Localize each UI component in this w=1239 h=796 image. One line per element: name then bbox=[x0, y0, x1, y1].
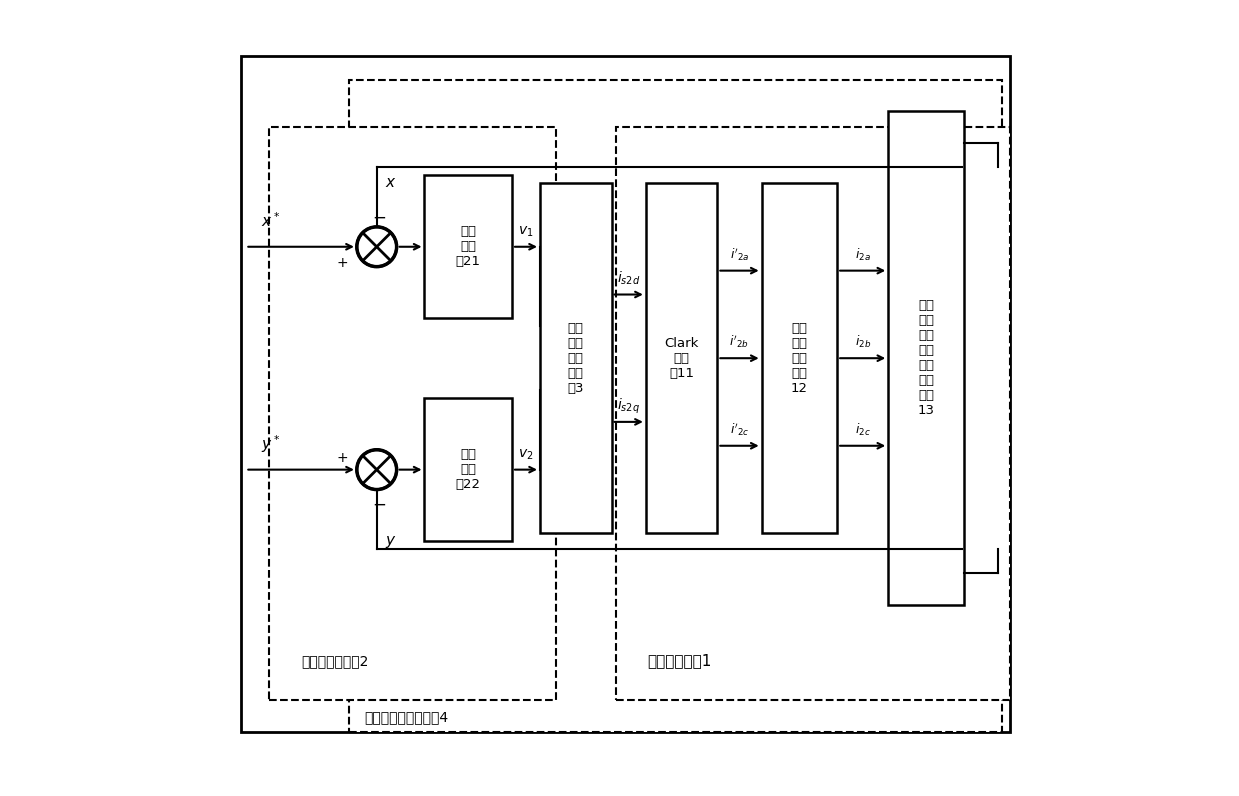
Text: 微分几何解耦控制器4: 微分几何解耦控制器4 bbox=[364, 710, 449, 724]
Bar bbox=[540, 183, 612, 533]
Text: $i'_{2c}$: $i'_{2c}$ bbox=[730, 421, 750, 438]
Bar bbox=[616, 127, 1010, 700]
Text: −: − bbox=[373, 495, 387, 513]
Text: $i_{2a}$: $i_{2a}$ bbox=[855, 247, 871, 263]
Text: +: + bbox=[337, 256, 348, 270]
Text: 线性闭环控制器2: 线性闭环控制器2 bbox=[301, 654, 368, 669]
Text: $y^*$: $y^*$ bbox=[261, 433, 280, 455]
Text: 精确
线性
化解
耦系
统3: 精确 线性 化解 耦系 统3 bbox=[567, 322, 584, 395]
Bar bbox=[646, 183, 717, 533]
Text: +: + bbox=[337, 451, 348, 465]
Text: $y$: $y$ bbox=[384, 534, 396, 550]
Text: $i'_{2b}$: $i'_{2b}$ bbox=[730, 334, 750, 350]
Text: $x^*$: $x^*$ bbox=[261, 211, 280, 230]
Bar bbox=[425, 175, 512, 318]
Text: 复合被控对象1: 复合被控对象1 bbox=[647, 654, 711, 669]
Text: 电流
型跟
踪逆
变器
12: 电流 型跟 踪逆 变器 12 bbox=[790, 322, 808, 395]
Text: $x$: $x$ bbox=[384, 175, 396, 190]
Bar bbox=[242, 56, 1010, 732]
Circle shape bbox=[357, 450, 396, 490]
Circle shape bbox=[357, 227, 396, 267]
Text: $v_1$: $v_1$ bbox=[518, 224, 534, 240]
Text: 位置
控制
器22: 位置 控制 器22 bbox=[456, 448, 481, 491]
Text: $i_{2b}$: $i_{2b}$ bbox=[855, 334, 871, 350]
Bar bbox=[762, 183, 838, 533]
Text: 无轴
承异
步电
机径
向力
悬浮
模型
13: 无轴 承异 步电 机径 向力 悬浮 模型 13 bbox=[917, 299, 934, 417]
Text: −: − bbox=[373, 209, 387, 227]
Text: $i_{2c}$: $i_{2c}$ bbox=[855, 422, 871, 438]
Bar bbox=[888, 111, 964, 605]
Text: $v_2$: $v_2$ bbox=[518, 447, 534, 462]
Text: Clark
逆变
换11: Clark 逆变 换11 bbox=[664, 337, 699, 380]
Text: 位置
控制
器21: 位置 控制 器21 bbox=[456, 225, 481, 268]
Text: $i_{s2d}$: $i_{s2d}$ bbox=[617, 270, 641, 287]
Text: $i_{s2q}$: $i_{s2q}$ bbox=[617, 397, 641, 416]
Bar bbox=[269, 127, 556, 700]
Bar bbox=[425, 398, 512, 541]
Bar bbox=[349, 80, 1001, 732]
Text: $i'_{2a}$: $i'_{2a}$ bbox=[730, 246, 750, 263]
